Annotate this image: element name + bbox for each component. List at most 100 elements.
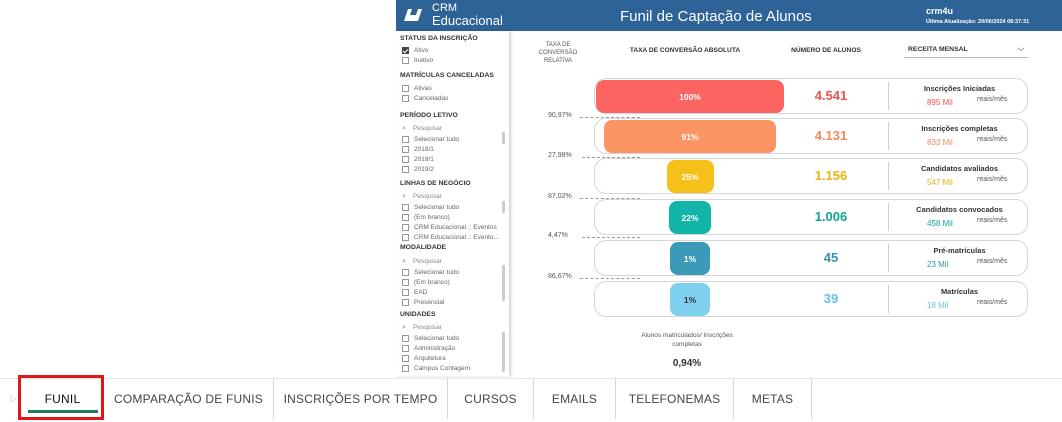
checkbox-icon[interactable]: [402, 136, 409, 143]
search-input-modalidade[interactable]: ⌕ Pesquisar: [402, 257, 442, 266]
checkbox-icon[interactable]: [402, 95, 409, 102]
checkbox-icon[interactable]: [402, 335, 409, 342]
relative-rate-value: 86,67%: [548, 273, 572, 280]
checkbox-icon[interactable]: [402, 224, 409, 231]
student-count: 4.131: [814, 128, 848, 143]
filters-panel: STATUS DA INSCRIÇÃO Ativo Inativo MATRÍC…: [396, 31, 509, 376]
revenue-value: 458 Mil: [927, 219, 953, 228]
checkbox-icon[interactable]: [402, 146, 409, 153]
stage-label: Inscrições completas: [921, 124, 998, 133]
checkbox-icon[interactable]: [402, 299, 409, 306]
search-input-unidades[interactable]: ⌕ Pesquisar: [402, 323, 442, 332]
row-divider: [888, 122, 889, 150]
filter-option-arquitetura[interactable]: Arquitetura: [402, 354, 446, 363]
checkbox-icon[interactable]: [402, 166, 409, 173]
revenue-value: 895 Mil: [927, 98, 953, 107]
filter-option-evento-truncated[interactable]: CRM Educacional :: Evento...: [402, 233, 499, 242]
filter-option-selecionar-tudo[interactable]: Selecionar tudo: [402, 135, 459, 144]
filter-option-ead[interactable]: EAD: [402, 288, 427, 297]
scrollbar[interactable]: [502, 332, 505, 372]
scrollbar[interactable]: [502, 265, 505, 301]
chevron-down-icon: ⌵: [1017, 44, 1024, 53]
checkbox-icon[interactable]: [402, 85, 409, 92]
checkbox-icon[interactable]: [402, 234, 409, 241]
tab-metas[interactable]: METAS: [734, 379, 812, 419]
filter-option-2019-2[interactable]: 2019/2: [402, 165, 434, 174]
filter-option-selecionar-tudo[interactable]: Selecionar tudo: [402, 203, 459, 212]
rate-connector-line: [580, 198, 640, 199]
tab-comparacao-de-funis[interactable]: COMPARAÇÃO DE FUNIS: [104, 379, 274, 419]
checkbox-checked-icon[interactable]: [402, 47, 409, 54]
tab-emails[interactable]: EMAILS: [534, 379, 616, 419]
user-name: crm4u: [926, 6, 954, 16]
revenue-unit: reais/mês: [977, 217, 1008, 224]
filter-option-selecionar-tudo[interactable]: Selecionar tudo: [402, 268, 459, 277]
rate-connector-line: [582, 237, 640, 238]
scrollbar[interactable]: [502, 132, 505, 144]
filter-option-ativo[interactable]: Ativo: [402, 46, 428, 55]
funnel-bar[interactable]: 22%: [669, 201, 711, 234]
checkbox-icon[interactable]: [402, 289, 409, 296]
revenue-dropdown[interactable]: RECEITA MENSAL ⌵: [904, 41, 1028, 58]
revenue-unit: reais/mês: [977, 258, 1008, 265]
stage-label: Candidatos convocados: [916, 205, 1003, 214]
filter-option-eventos[interactable]: CRM Educacional :: Eventos: [402, 223, 497, 232]
checkbox-icon[interactable]: [402, 269, 409, 276]
search-icon: ⌕: [402, 257, 406, 265]
search-input-periodo[interactable]: ⌕ Pesquisar: [402, 124, 442, 133]
rate-connector-line: [582, 157, 640, 158]
filter-option-campus-contagem[interactable]: Campus Contagem: [402, 364, 470, 373]
revenue-unit: reais/mês: [977, 136, 1008, 143]
filter-option-em-branco[interactable]: (Em branco): [402, 278, 450, 287]
filter-title-status: STATUS DA INSCRIÇÃO: [400, 35, 478, 42]
report-header: CRM Educacional Funil de Captação de Alu…: [396, 0, 1062, 31]
filter-option-2018-1[interactable]: 2018/1: [402, 145, 434, 154]
checkbox-icon[interactable]: [402, 156, 409, 163]
funnel-bar[interactable]: 100%: [596, 80, 784, 113]
student-count: 45: [823, 250, 839, 265]
filter-option-canceladas[interactable]: Canceladas: [402, 94, 448, 103]
checkbox-icon[interactable]: [402, 345, 409, 352]
stage-label: Inscrições Iniciadas: [923, 84, 996, 93]
revenue-value: 23 Mil: [927, 260, 949, 269]
checkbox-icon[interactable]: [402, 355, 409, 362]
checkbox-icon[interactable]: [402, 365, 409, 372]
checkbox-icon[interactable]: [402, 57, 409, 64]
row-divider: [888, 244, 889, 272]
student-count: 39: [823, 291, 839, 306]
logo-text-line2: Educacional: [432, 13, 503, 28]
funnel-bar[interactable]: 1%: [670, 283, 710, 316]
stage-label: Candidatos avaliados: [920, 164, 999, 173]
filter-title-canceladas: MATRÍCULAS CANCELADAS: [400, 72, 494, 79]
filter-option-2019-1[interactable]: 2019/1: [402, 155, 434, 164]
scrollbar[interactable]: [502, 201, 505, 213]
tab-cursos[interactable]: CURSOS: [448, 379, 534, 419]
stage-label: Pré-matrículas: [933, 246, 986, 255]
funnel-row-card: [594, 199, 1028, 235]
funnel-row-card: [594, 281, 1028, 317]
filter-option-administracao[interactable]: Administração: [402, 344, 455, 353]
column-header-absolute-rate: TAXA DE CONVERSÃO ABSOLUTA: [629, 47, 741, 54]
filter-option-presencial[interactable]: Presencial: [402, 298, 444, 307]
revenue-value: 833 Mil: [927, 138, 953, 147]
filter-option-em-branco[interactable]: (Em branco): [402, 213, 450, 222]
funnel-bar[interactable]: 91%: [604, 120, 776, 153]
funnel-bar[interactable]: 1%: [670, 242, 710, 275]
filter-option-selecionar-tudo[interactable]: Selecionar tudo: [402, 334, 459, 343]
logo-mark-icon: [404, 9, 422, 21]
tab-telefonemas[interactable]: TELEFONEMAS: [616, 379, 734, 419]
filter-title-unidades: UNIDADES: [400, 311, 436, 318]
filter-option-inativo[interactable]: Inativo: [402, 56, 433, 65]
tab-scroll-left-icon[interactable]: ▷: [10, 393, 17, 403]
filter-option-ativas[interactable]: Ativas: [402, 84, 432, 93]
funnel-bar[interactable]: 25%: [666, 160, 714, 193]
checkbox-icon[interactable]: [402, 214, 409, 221]
tab-inscricoes-por-tempo[interactable]: INSCRIÇÕES POR TEMPO: [274, 379, 448, 419]
rate-connector-line: [580, 117, 640, 118]
checkbox-icon[interactable]: [402, 204, 409, 211]
student-count: 4.541: [814, 88, 848, 103]
checkbox-icon[interactable]: [402, 279, 409, 286]
search-input-linhas[interactable]: ⌕ Pesquisar: [402, 192, 442, 201]
search-icon: ⌕: [402, 124, 406, 132]
relative-rate-value: 27,98%: [548, 152, 572, 159]
